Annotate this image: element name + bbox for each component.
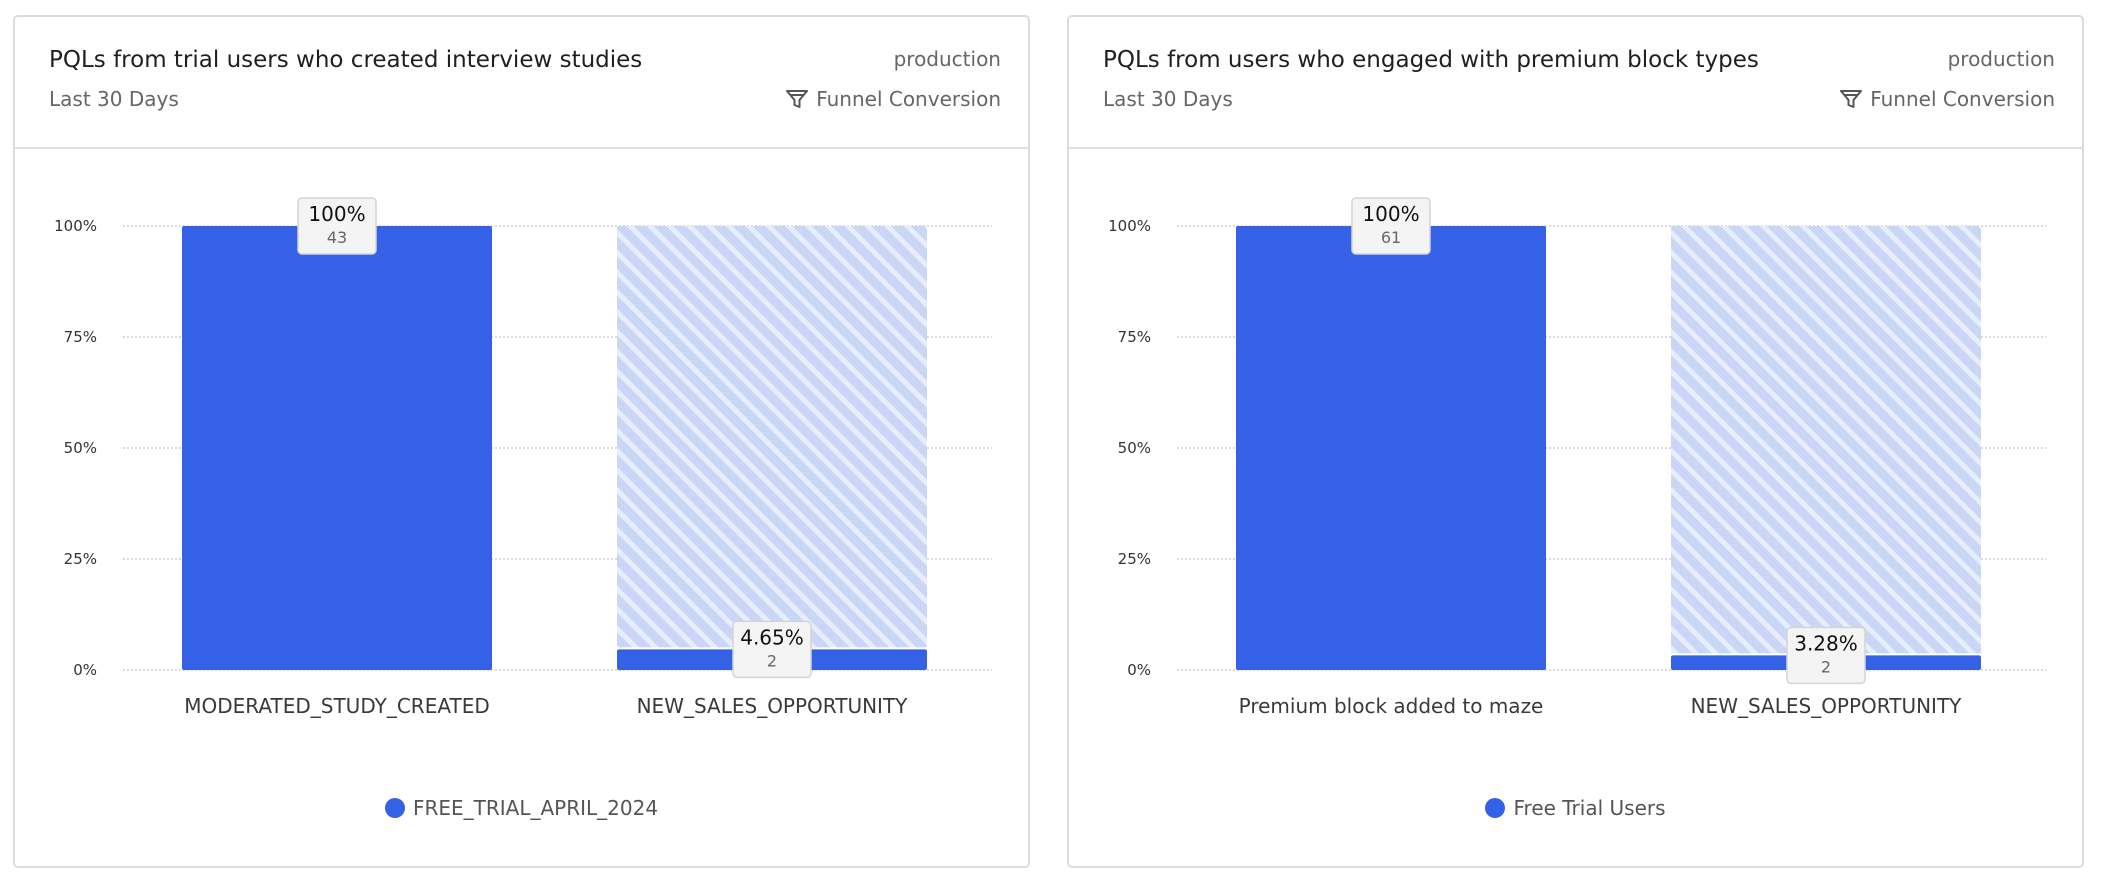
bar-percent-label: 4.65% (740, 625, 804, 649)
x-category-label: Premium block added to maze (1239, 694, 1544, 718)
y-tick-label: 0% (73, 661, 97, 679)
y-tick-label: 75% (64, 328, 97, 346)
bar-count-label: 61 (1381, 228, 1401, 247)
card-chart-type: Funnel Conversion (786, 87, 1001, 111)
bar-percent-label: 100% (1362, 202, 1419, 226)
x-category-label: MODERATED_STUDY_CREATED (184, 694, 489, 718)
funnel-chart: 0% 25% 50% 75% 100% 100% 61 Premium block added… (1108, 197, 2046, 718)
card-environment: production (893, 47, 1001, 71)
legend-label: FREE_TRIAL_APRIL_2024 (412, 796, 659, 820)
x-category-label: NEW_SALES_OPPORTUNITY (1691, 694, 1963, 718)
bar-count-label: 2 (1821, 657, 1831, 676)
y-tick-label: 25% (64, 550, 97, 568)
y-tick-label: 0% (1127, 661, 1151, 679)
bar-percent-label: 100% (308, 202, 365, 226)
legend-dot (384, 798, 405, 818)
funnel-card-premium-blocks[interactable]: PQLs from users who engaged with premium… (1067, 15, 2084, 868)
funnel-chart: 0% 25% 50% 75% 100% 100% 43 MODERATED_STUDY_CRE… (54, 197, 992, 718)
legend-dot (1485, 798, 1506, 818)
conversion-bar[interactable] (182, 226, 492, 670)
y-tick-label: 50% (64, 439, 97, 457)
card-environment: production (1947, 47, 2055, 71)
y-tick-label: 50% (1118, 439, 1151, 457)
bar-value-label: 4.65% 2 (732, 620, 812, 679)
chart-legend[interactable]: Free Trial Users (1069, 796, 2082, 820)
funnel-card-interview-studies[interactable]: PQLs from trial users who created interv… (13, 15, 1030, 868)
card-header: PQLs from trial users who created interv… (15, 17, 1028, 149)
card-header: PQLs from users who engaged with premium… (1069, 17, 2082, 149)
chart-type-label: Funnel Conversion (816, 87, 1001, 111)
bar-percent-label: 3.28% (1794, 631, 1858, 655)
chart-legend[interactable]: FREE_TRIAL_APRIL_2024 (15, 796, 1028, 820)
chart-type-label: Funnel Conversion (1870, 87, 2055, 111)
card-title[interactable]: PQLs from trial users who created interv… (49, 47, 643, 73)
card-title[interactable]: PQLs from users who engaged with premium… (1103, 47, 1759, 73)
x-category-label: NEW_SALES_OPPORTUNITY (637, 694, 909, 718)
dropoff-bar[interactable] (1671, 226, 1981, 654)
dropoff-bar[interactable] (617, 226, 927, 648)
bar-value-label: 100% 43 (297, 197, 377, 255)
card-date-range: Last 30 Days (49, 87, 179, 111)
bar-count-label: 2 (767, 651, 777, 670)
y-tick-label: 100% (1108, 217, 1151, 235)
card-date-range: Last 30 Days (1103, 87, 1233, 111)
funnel-icon (786, 90, 809, 108)
bar-count-label: 43 (327, 228, 347, 247)
card-chart-type: Funnel Conversion (1840, 87, 2055, 111)
y-tick-label: 100% (54, 217, 97, 235)
legend-label: Free Trial Users (1513, 796, 1666, 820)
y-tick-label: 75% (1118, 328, 1151, 346)
bar-value-label: 3.28% 2 (1786, 626, 1866, 685)
funnel-icon (1840, 90, 1863, 108)
conversion-bar[interactable] (1236, 226, 1546, 670)
y-tick-label: 25% (1118, 550, 1151, 568)
bar-value-label: 100% 61 (1351, 197, 1431, 255)
